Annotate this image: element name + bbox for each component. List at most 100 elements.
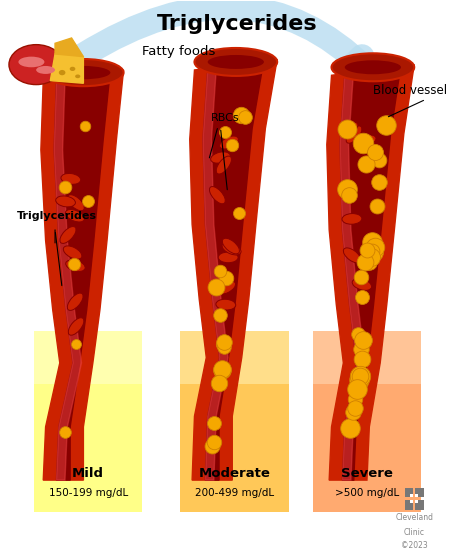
Point [356,369,364,378]
Point [71,259,78,268]
Ellipse shape [59,70,65,75]
Point [355,376,363,384]
Polygon shape [327,65,414,480]
Point [356,371,364,380]
Text: 200-499 mg/dL: 200-499 mg/dL [195,488,274,498]
Ellipse shape [67,195,84,211]
Point [208,441,216,450]
Polygon shape [41,70,124,480]
Polygon shape [340,65,401,480]
Point [212,283,220,292]
Point [210,438,218,446]
Ellipse shape [70,67,75,71]
Point [220,343,228,351]
Point [363,160,370,169]
Ellipse shape [56,66,110,79]
Point [375,178,383,187]
Ellipse shape [208,55,264,69]
Bar [313,331,421,512]
FancyArrowPatch shape [83,7,366,70]
Text: 150-199 mg/dL: 150-199 mg/dL [48,488,128,498]
Ellipse shape [357,135,376,147]
Point [351,395,359,404]
Point [368,253,375,262]
Bar [415,488,424,497]
Ellipse shape [216,299,236,310]
Ellipse shape [342,214,362,224]
Ellipse shape [68,318,84,335]
Text: Triglycerides: Triglycerides [17,211,97,221]
Polygon shape [54,81,82,480]
Text: Cleveland: Cleveland [395,513,433,522]
Point [216,379,223,388]
Bar [34,331,143,384]
Text: Moderate: Moderate [199,467,271,480]
Point [216,311,223,320]
Text: Fatty foods: Fatty foods [143,45,216,58]
Point [218,366,226,375]
Ellipse shape [18,57,45,68]
Point [370,247,378,256]
Point [358,354,365,363]
Ellipse shape [210,187,225,204]
Ellipse shape [222,243,241,255]
Polygon shape [55,38,83,57]
Point [369,247,376,255]
Point [343,184,351,193]
Ellipse shape [75,75,80,78]
Point [61,428,69,436]
Ellipse shape [331,53,414,81]
Point [235,208,243,217]
Point [357,345,365,354]
Point [344,125,351,133]
Ellipse shape [216,156,231,174]
Point [237,111,245,120]
Point [220,338,228,346]
Point [218,365,226,374]
Point [241,113,249,122]
Point [356,372,364,380]
Bar [180,331,289,512]
Ellipse shape [343,248,361,263]
Bar [180,331,289,384]
Point [84,197,91,206]
Ellipse shape [218,252,238,263]
Bar [404,500,413,509]
Point [228,141,236,150]
Ellipse shape [61,173,81,184]
Point [372,148,379,156]
Polygon shape [50,54,83,83]
Point [383,120,390,129]
Ellipse shape [340,122,358,136]
Polygon shape [190,59,277,480]
Text: Mild: Mild [72,467,104,480]
Polygon shape [340,75,365,480]
Point [360,139,367,148]
Ellipse shape [210,152,230,163]
Bar [410,494,413,497]
Point [364,245,371,254]
Ellipse shape [64,246,82,259]
Point [222,273,229,282]
Bar [34,331,143,512]
Point [375,155,383,164]
Bar [313,331,421,384]
Point [368,238,376,247]
Bar [404,488,413,497]
Text: ©2023: ©2023 [401,541,428,549]
Ellipse shape [9,44,64,85]
Ellipse shape [194,48,277,76]
Point [219,340,227,349]
Ellipse shape [60,227,76,243]
Point [374,201,381,210]
Polygon shape [203,59,264,480]
Point [357,273,365,282]
Text: Triglycerides: Triglycerides [157,14,317,34]
Polygon shape [203,70,228,480]
Text: RBCs: RBCs [211,113,239,123]
Ellipse shape [56,196,75,207]
Ellipse shape [222,238,239,254]
Point [349,407,356,416]
Bar [410,500,413,503]
Point [354,329,362,338]
